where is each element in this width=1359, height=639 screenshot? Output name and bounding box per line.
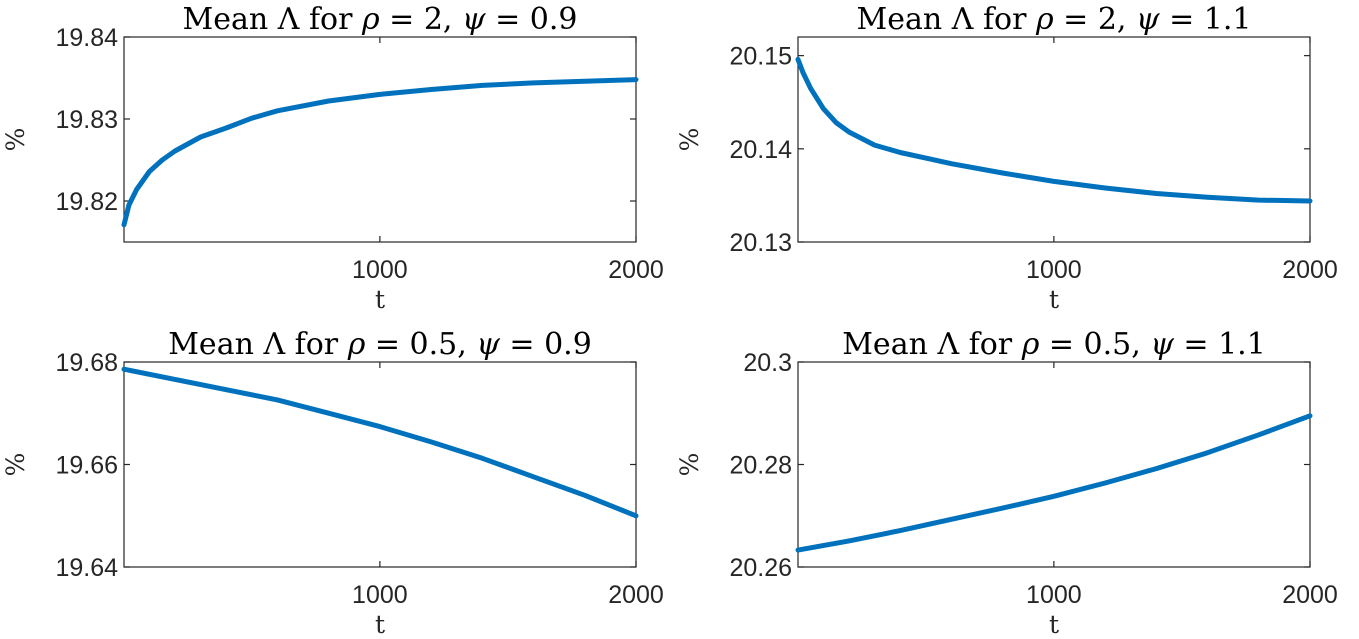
x-tick-label: 1000 [352,581,408,609]
x-tick-label: 1000 [352,256,408,284]
x-axis-label: t [1049,610,1059,639]
x-tick-label: 1000 [1026,256,1082,284]
chart-title: Mean Λ for ρ = 0.5, ψ = 1.1 [842,327,1266,362]
y-tick-label: 19.83 [55,106,118,134]
x-tick-label: 1000 [1026,581,1082,609]
y-axis-label: % [1,453,30,477]
y-tick-label: 19.82 [55,188,118,216]
y-tick-label: 19.68 [55,349,118,377]
x-tick-label: 2000 [608,256,664,284]
x-tick-label: 2000 [1282,581,1338,609]
series-line [795,413,1313,553]
chart-title: Mean Λ for ρ = 2, ψ = 0.9 [183,2,578,37]
y-tick-label: 20.15 [729,43,792,71]
series-line [121,366,639,519]
subplot-1: Mean Λ for ρ = 2, ψ = 0.9 19.82 19.83 19.84… [1,2,664,314]
plot-frame [797,36,1311,243]
subplot-3: Mean Λ for ρ = 0.5, ψ = 0.9 19.64 19.66 19.… [1,327,664,639]
chart-title: Mean Λ for ρ = 2, ψ = 1.1 [857,2,1252,37]
series-line [795,56,1313,204]
y-axis-label: % [675,128,704,152]
x-axis-label: t [375,285,385,314]
y-tick-label: 20.26 [729,554,792,582]
y-tick-label: 19.66 [55,452,118,480]
y-axis-label: % [675,453,704,477]
y-axis-label: % [1,128,30,152]
chart-title: Mean Λ for ρ = 0.5, ψ = 0.9 [168,327,592,362]
x-axis-label: t [375,610,385,639]
subplot-2: Mean Λ for ρ = 2, ψ = 1.1 20.13 20.14 20.15… [675,2,1338,314]
y-tick-label: 19.64 [55,554,118,582]
subplot-4: Mean Λ for ρ = 0.5, ψ = 1.1 20.26 20.28 20.… [675,327,1338,639]
x-tick-label: 2000 [608,581,664,609]
x-axis-label: t [1049,285,1059,314]
x-tick-label: 2000 [1282,256,1338,284]
series-line [121,77,639,228]
plot-frame [123,361,637,568]
y-tick-label: 20.13 [729,229,792,257]
y-tick-label: 20.3 [743,349,792,377]
y-tick-label: 20.14 [729,136,792,164]
y-tick-label: 19.84 [55,24,118,52]
y-tick-label: 20.28 [729,452,792,480]
